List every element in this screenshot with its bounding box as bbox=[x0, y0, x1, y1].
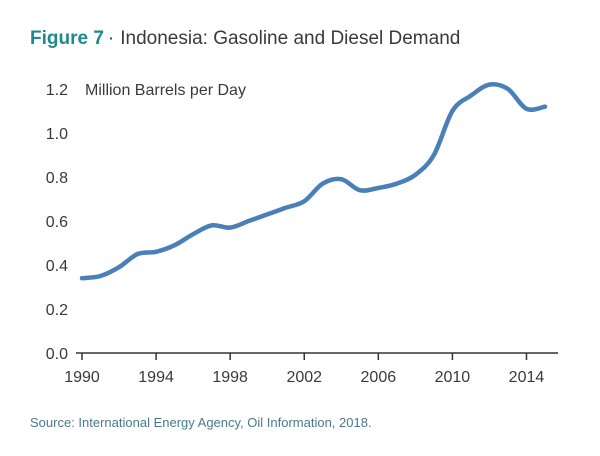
x-tick-label: 1994 bbox=[138, 369, 174, 386]
demand-line bbox=[79, 82, 548, 281]
x-tick-label: 1998 bbox=[212, 369, 248, 386]
x-tick-label: 2006 bbox=[361, 369, 397, 386]
series-group bbox=[79, 82, 548, 281]
chart-title: Indonesia: Gasoline and Diesel Demand bbox=[120, 28, 461, 49]
figure-number: Figure 7 bbox=[30, 28, 104, 49]
y-axis-ticks: 0.0 0.2 0.4 0.6 0.8 1.0 1.2 bbox=[46, 82, 68, 363]
x-tick-label: 2002 bbox=[286, 369, 322, 386]
figure-separator: · bbox=[107, 28, 115, 49]
x-axis-ticks: 1990 1994 1998 2002 2006 2010 2014 bbox=[64, 353, 544, 386]
y-axis-label: Million Barrels per Day bbox=[85, 82, 246, 99]
line-chart: 0.0 0.2 0.4 0.6 0.8 1.0 1.2 1990 1994 1998 2002 20… bbox=[46, 82, 558, 386]
y-tick-label: 1.0 bbox=[46, 126, 68, 143]
source-note: Source: International Energy Agency, Oil… bbox=[30, 415, 372, 430]
x-tick-label: 2010 bbox=[435, 369, 471, 386]
y-tick-label: 0.2 bbox=[46, 302, 68, 319]
y-tick-label: 0.6 bbox=[46, 214, 68, 231]
y-tick-label: 0.4 bbox=[46, 258, 68, 275]
figure-title: Figure 7 · Indonesia: Gasoline and Diesel … bbox=[30, 28, 460, 50]
y-tick-label: 0.0 bbox=[46, 346, 68, 363]
y-tick-label: 0.8 bbox=[46, 170, 68, 187]
y-tick-label: 1.2 bbox=[46, 82, 68, 99]
x-tick-label: 1990 bbox=[64, 369, 100, 386]
x-tick-label: 2014 bbox=[509, 369, 545, 386]
